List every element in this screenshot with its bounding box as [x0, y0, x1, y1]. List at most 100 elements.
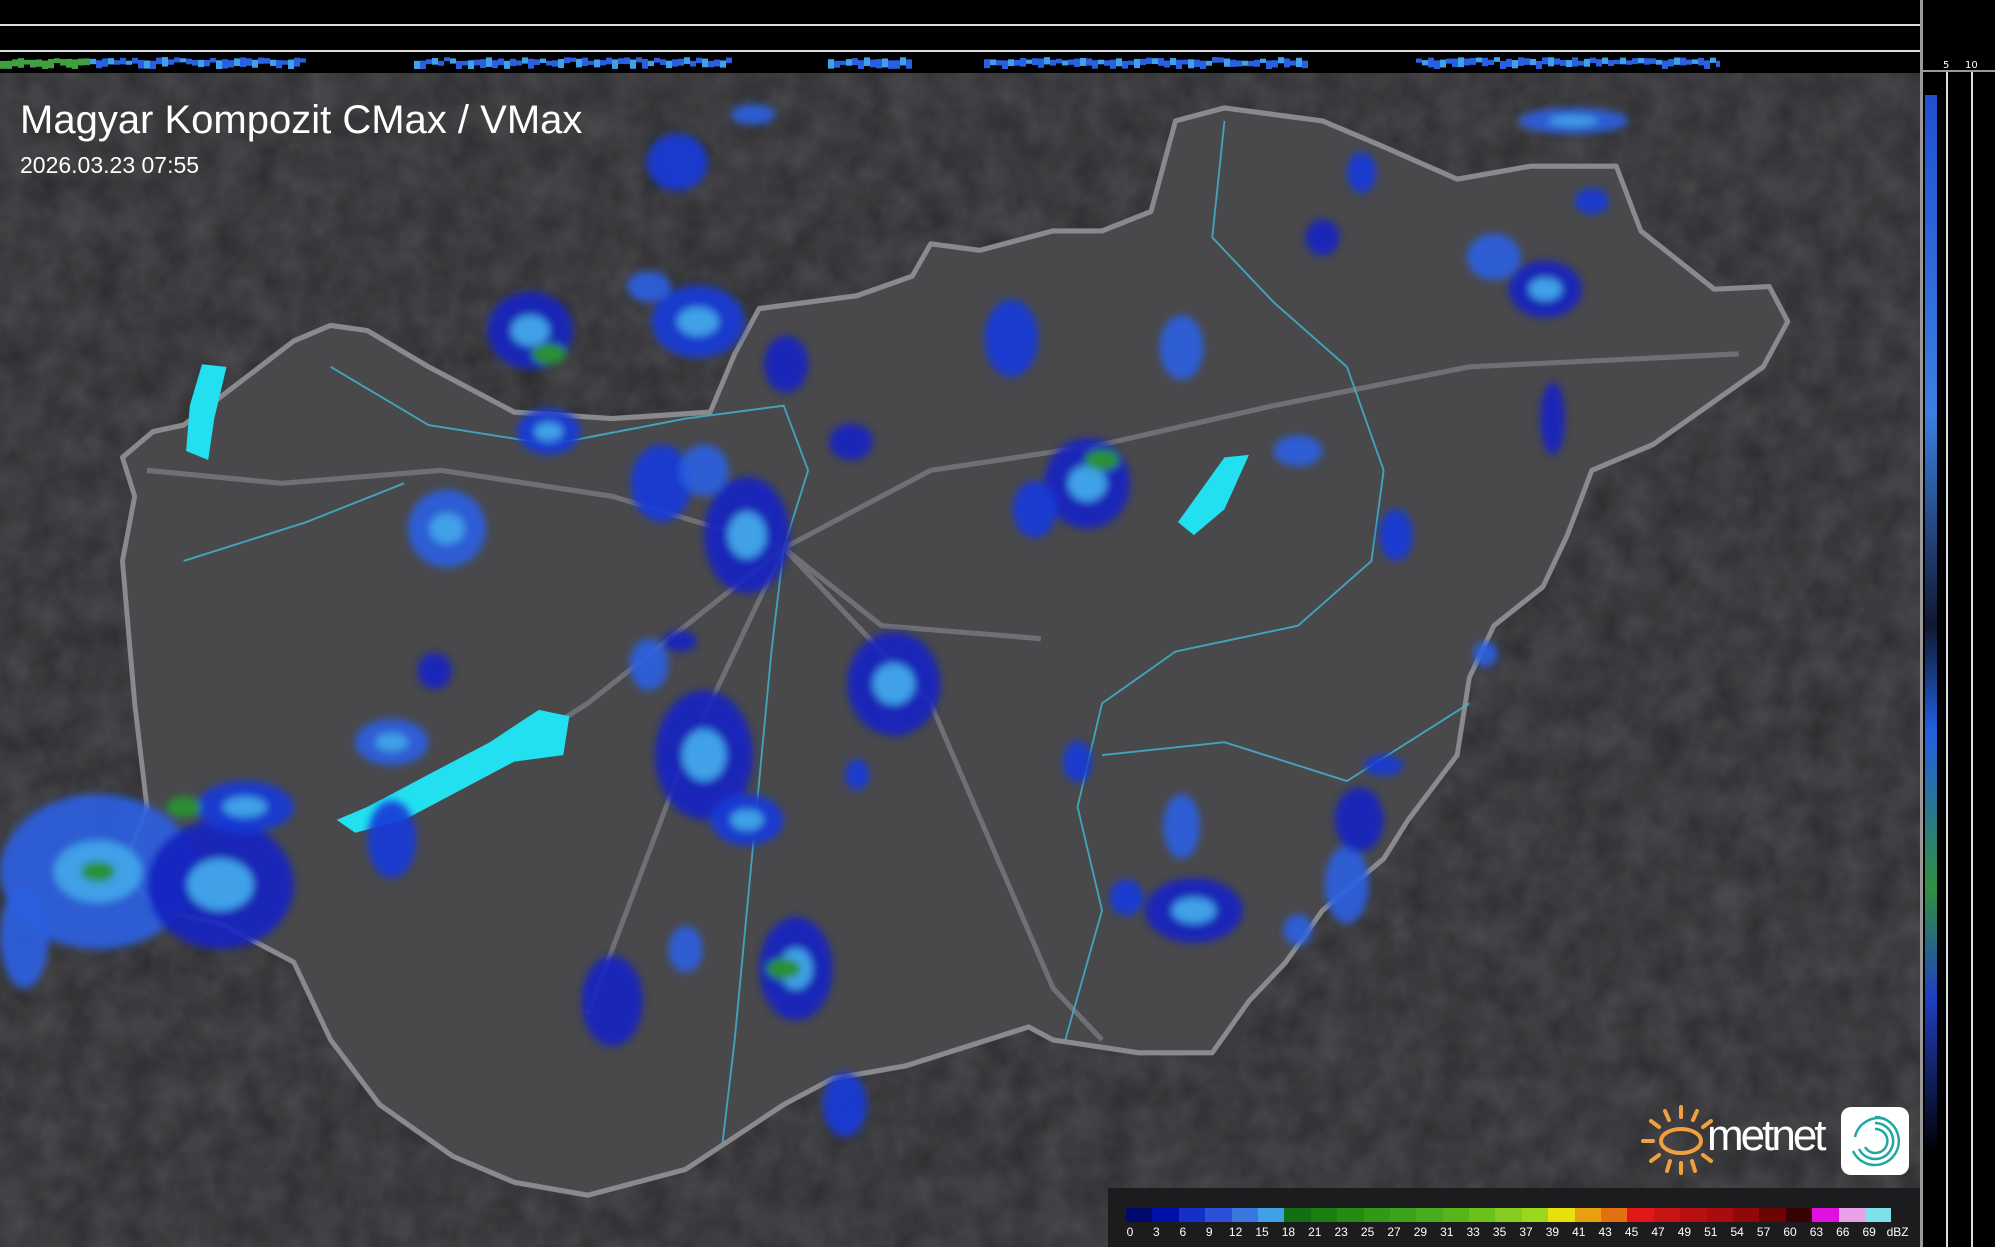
profile-echo	[846, 59, 852, 66]
profile-echo	[114, 60, 120, 65]
radar-echo-core	[677, 307, 719, 336]
radar-echo-core	[375, 733, 408, 752]
radar-echo-core	[167, 797, 201, 818]
profile-echo	[240, 57, 246, 67]
profile-echo	[1686, 60, 1692, 65]
profile-echo	[1512, 60, 1518, 68]
profile-echo	[462, 61, 468, 66]
profile-echo	[1002, 60, 1008, 69]
color-swatch	[1627, 1208, 1653, 1222]
profile-echo	[588, 61, 594, 65]
profile-echo	[0, 61, 6, 69]
profile-echo	[552, 60, 558, 66]
color-swatch	[1654, 1208, 1680, 1222]
profile-echo	[54, 58, 60, 63]
profile-echo	[1482, 58, 1488, 66]
profile-echo	[582, 58, 588, 66]
profile-echo	[1212, 57, 1218, 63]
profile-echo	[1164, 61, 1170, 68]
radar-echo	[823, 1072, 867, 1137]
profile-echo	[1290, 61, 1296, 66]
profile-echo	[1050, 60, 1056, 66]
profile-echo	[108, 58, 114, 64]
profile-echo	[1128, 60, 1134, 64]
profile-echo	[1650, 58, 1656, 64]
scale-label: 21	[1308, 1225, 1321, 1239]
profile-echo	[432, 58, 438, 65]
profile-echo	[414, 61, 420, 69]
profile-echo	[894, 60, 900, 68]
color-scale-legend: 0 3 6 9 12 15 18 21 23 25 27 29 31 33 35 37 39 41 43 45 47 49…	[1108, 1188, 1920, 1247]
profile-echo	[1104, 60, 1110, 65]
profile-echo	[492, 60, 498, 68]
scale-label: 18	[1282, 1225, 1295, 1239]
profile-echo	[1056, 59, 1062, 64]
profile-echo	[186, 59, 192, 65]
radar-echo	[662, 631, 696, 652]
radar-echo	[0, 885, 49, 989]
radar-echo	[367, 800, 416, 878]
profile-echo	[1194, 60, 1200, 67]
profile-echo	[1698, 58, 1704, 66]
profile-echo	[1656, 60, 1662, 65]
profile-echo	[654, 58, 660, 63]
profile-echo	[606, 58, 612, 65]
scale-label: 23	[1335, 1225, 1348, 1239]
color-swatch	[1865, 1208, 1891, 1222]
radar-echo	[984, 300, 1038, 378]
profile-echo	[1008, 59, 1014, 66]
scale-label: 0	[1127, 1225, 1134, 1239]
profile-echo	[1170, 58, 1176, 65]
profile-echo	[660, 59, 666, 65]
profile-echo	[1638, 58, 1644, 63]
profile-echo	[534, 59, 540, 65]
profile-echo	[1032, 58, 1038, 65]
scale-label: 3	[1153, 1225, 1160, 1239]
profile-echo	[630, 60, 636, 69]
radar-echo-core	[728, 512, 767, 559]
scale-label: 27	[1387, 1225, 1400, 1239]
radar-echo	[764, 336, 808, 393]
profile-echo	[702, 59, 708, 68]
profile-echo	[576, 59, 582, 68]
profile-echo	[906, 59, 912, 68]
profile-echo	[1518, 57, 1524, 66]
profile-echo	[1116, 58, 1122, 66]
color-swatch	[1232, 1208, 1258, 1222]
profile-echo	[1530, 59, 1536, 65]
radar-echo-core	[873, 663, 915, 704]
profile-echo	[516, 60, 522, 65]
radar-echo-core	[730, 810, 763, 831]
radar-echo	[1379, 509, 1413, 561]
radar-echo	[1540, 382, 1564, 454]
scale-label: 25	[1361, 1225, 1374, 1239]
profile-echo	[48, 59, 54, 68]
profile-gridline	[0, 50, 1920, 52]
scale-label: 47	[1651, 1225, 1664, 1239]
radar-map[interactable]	[0, 73, 1920, 1247]
profile-echo	[180, 58, 186, 62]
profile-echo	[1302, 61, 1308, 69]
color-swatch	[1311, 1208, 1337, 1222]
profile-gridline	[0, 24, 1920, 26]
radar-echo-core	[1085, 450, 1119, 471]
profile-echo	[840, 61, 846, 65]
profile-echo	[438, 61, 444, 66]
profile-echo	[1440, 60, 1446, 68]
profile-echo	[270, 60, 276, 66]
color-scale-bar	[1126, 1208, 1891, 1222]
vertical-profile-right	[1920, 0, 1995, 1247]
profile-echo	[1428, 58, 1434, 68]
profile-echo	[1098, 60, 1104, 65]
profile-echo	[60, 59, 66, 66]
radar-echo-core	[1529, 278, 1562, 301]
profile-echo	[300, 58, 306, 62]
profile-echo	[1260, 59, 1266, 63]
profile-echo	[138, 60, 144, 68]
color-swatch	[1839, 1208, 1865, 1222]
profile-echo	[66, 59, 72, 68]
profile-echo	[78, 59, 84, 66]
profile-echo	[1026, 60, 1032, 64]
radar-echo	[1160, 315, 1204, 380]
profile-echo	[456, 61, 462, 69]
